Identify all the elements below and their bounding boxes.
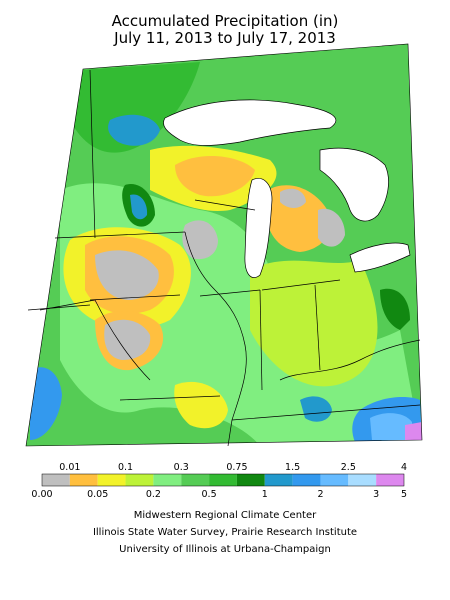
credit-line2: Illinois State Water Survey, Prairie Res… [92, 527, 358, 538]
legend-label-bottom: 0.00 [31, 489, 52, 500]
map-domain-border [25, 43, 423, 447]
legend-swatch [376, 474, 404, 486]
legend-label-top: 1.5 [285, 462, 300, 473]
credit-line1: Midwestern Regional Climate Center [133, 510, 317, 521]
great-lakes [163, 99, 411, 278]
legend-label-top: 0.3 [174, 462, 189, 473]
credit-line3: University of Illinois at Urbana-Champai… [119, 544, 331, 555]
state-boundaries [27, 69, 421, 447]
legend-label-top: 0.1 [118, 462, 133, 473]
legend-label-top: 4 [401, 462, 407, 473]
legend-label-bottom: 0.2 [146, 489, 161, 500]
legend-label-top: 0.01 [59, 462, 80, 473]
legend-swatch [264, 474, 293, 486]
legend-label-bottom: 1 [262, 489, 268, 500]
legend-label-bottom: 0.05 [87, 489, 108, 500]
legend-label-bottom: 2 [317, 489, 323, 500]
legend-label-top: 0.75 [226, 462, 247, 473]
legend-labels-top: 0.01 0.1 0.3 0.75 1.5 2.5 4 [59, 462, 407, 473]
legend-swatch [69, 474, 98, 486]
legend-label-bottom: 0.5 [202, 489, 217, 500]
legend-label-bottom: 5 [401, 489, 407, 500]
legend-swatch [125, 474, 154, 486]
map-title-line1: Accumulated Precipitation (in) [111, 12, 339, 30]
legend-swatch [236, 474, 265, 486]
legend-label-bottom: 3 [373, 489, 379, 500]
legend-label-top: 2.5 [341, 462, 356, 473]
legend-swatch [153, 474, 182, 486]
legend-labels-bottom: 0.00 0.05 0.2 0.5 1 2 3 5 [31, 489, 407, 500]
legend-swatch [181, 474, 210, 486]
legend-swatch [209, 474, 237, 486]
legend-swatch [292, 474, 321, 486]
precip-field [26, 44, 422, 446]
legend-colorbar [41, 473, 405, 487]
legend-swatch [348, 474, 377, 486]
legend-swatch [320, 474, 349, 486]
legend-swatch [97, 474, 126, 486]
map-title-line2: July 11, 2013 to July 17, 2013 [114, 29, 336, 47]
legend-swatch [42, 474, 70, 486]
